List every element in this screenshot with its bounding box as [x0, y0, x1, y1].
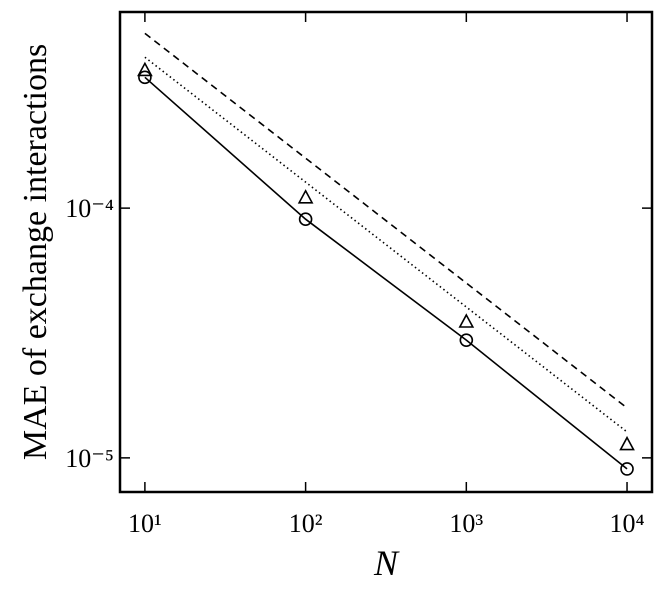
- triangle-marker: [458, 313, 475, 328]
- line-dashed: [144, 32, 628, 409]
- x-tick-label: 10⁴: [609, 509, 644, 538]
- line-dotted: [144, 56, 628, 433]
- x-axis-label: N: [373, 543, 400, 583]
- y-tick-label: 10⁻⁵: [65, 444, 114, 473]
- circle-marker: [298, 212, 313, 226]
- triangle-marker: [297, 189, 314, 204]
- y-tick-label: 10⁻⁴: [65, 194, 114, 223]
- circle-marker: [138, 70, 152, 85]
- x-tick-label: 10²: [289, 509, 323, 538]
- circle-marker: [620, 462, 634, 476]
- y-axis-label: MAE of exchange interactions: [17, 44, 54, 460]
- triangle-marker: [137, 61, 153, 77]
- x-tick-label: 10¹: [128, 509, 162, 538]
- circle-marker: [459, 333, 474, 347]
- triangle-marker: [619, 435, 635, 451]
- plot-frame: [118, 10, 654, 494]
- line-solid: [144, 76, 628, 470]
- x-tick-label: 10³: [449, 509, 483, 538]
